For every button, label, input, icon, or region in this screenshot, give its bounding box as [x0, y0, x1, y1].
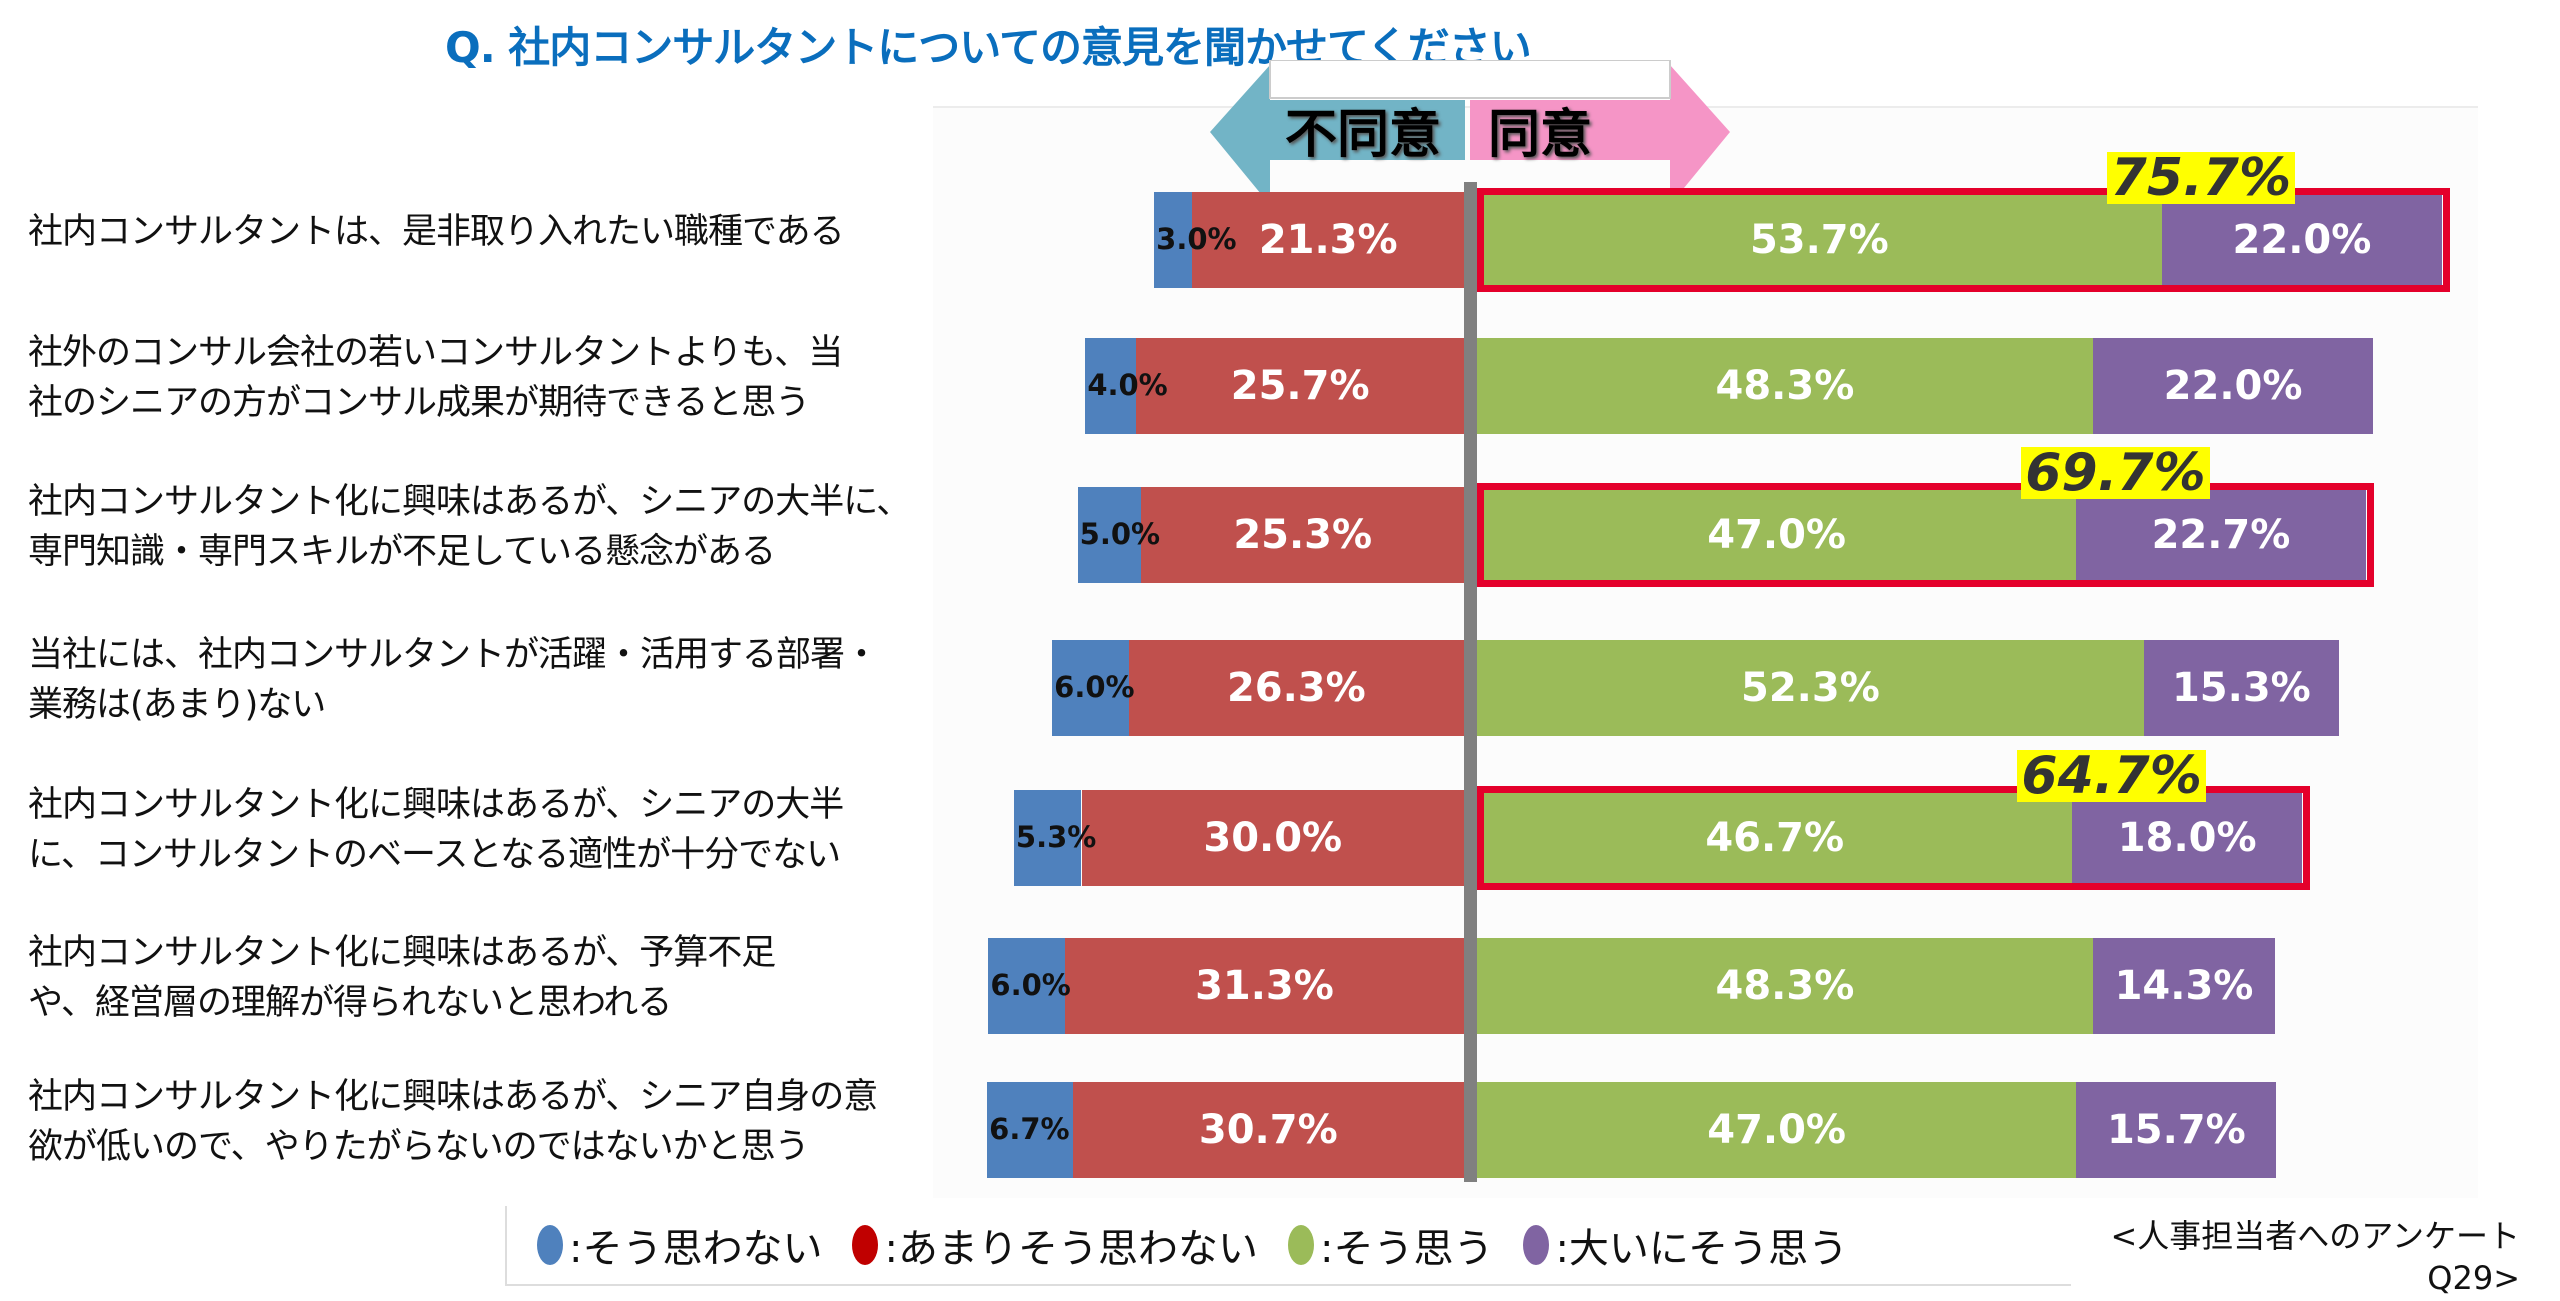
agree-label: 同意 [1488, 105, 1592, 165]
disagree-arrow [1210, 65, 1465, 205]
legend-dot-icon [537, 1225, 563, 1265]
source-note: <人事担当者へのアンケート Q29> [2110, 1217, 2520, 1297]
category-label: 当社には、社内コンサルタントが活躍・活用する部署・ 業務は(あまり)ない [28, 635, 879, 725]
bar-segment-strongly-agree: 15.3% [2143, 640, 2339, 736]
bar-segment-strongly-agree: 22.0% [2092, 338, 2374, 434]
bar-segment-agree: 47.0% [1477, 487, 2077, 583]
bar-segment-somewhat-disagree: 26.3% [1128, 640, 1464, 736]
bar-segment-agree: 48.3% [1477, 338, 2093, 434]
highlight-box [1477, 483, 2374, 587]
bar-segment-strongly-agree: 18.0% [2072, 790, 2302, 886]
data-label-disagree: 6.0% [990, 968, 1071, 1002]
bar-segment-disagree [1085, 338, 1137, 434]
bar-segment-somewhat-disagree: 25.3% [1141, 487, 1464, 583]
bar-segment-somewhat-disagree: 30.0% [1081, 790, 1464, 886]
legend-label: :そう思う [1319, 1226, 1494, 1272]
bar-segment-somewhat-disagree: 21.3% [1192, 192, 1464, 288]
category-label: 社外のコンサル会社の若いコンサルタントよりも、当 社のシニアの方がコンサル成果が… [28, 333, 843, 423]
category-label: 社内コンサルタント化に興味はあるが、シニアの大半 に、コンサルタントのベースとな… [28, 785, 844, 875]
bar-segment-strongly-agree: 15.7% [2076, 1082, 2277, 1178]
legend-item: :大いにそう思う [1523, 1216, 1848, 1274]
legend-label: :大いにそう思う [1555, 1226, 1849, 1272]
bar-segment-agree: 48.3% [1477, 938, 2093, 1034]
bar-segment-disagree [1077, 487, 1142, 583]
category-label: 社内コンサルタント化に興味はあるが、シニアの大半に、 専門知識・専門スキルが不足… [28, 482, 911, 572]
legend-item: :あまりそう思わない [852, 1216, 1258, 1274]
bar-segment-disagree [988, 938, 1065, 1034]
center-axis-line [1464, 182, 1477, 1182]
bar-segment-strongly-agree: 22.0% [2161, 192, 2443, 288]
highlight-total-label: 69.7% [2021, 447, 2210, 499]
category-label: 社内コンサルタント化に興味はあるが、シニア自身の意 欲が低いので、やりたがらない… [28, 1077, 878, 1167]
highlight-box [1477, 188, 2451, 292]
data-label-disagree: 5.3% [1015, 820, 1097, 854]
disagree-label: 不同意 [1285, 105, 1441, 165]
bar-segment-disagree [987, 1082, 1073, 1178]
bar-segment-strongly-agree: 22.7% [2076, 487, 2366, 583]
data-label-disagree: 6.0% [1054, 670, 1135, 704]
data-label-disagree: 4.0% [1087, 368, 1168, 402]
highlight-total-label: 75.7% [2106, 152, 2296, 204]
agree-disagree-header: 不同意 同意 [1210, 60, 1730, 205]
data-label-disagree: 3.0% [1156, 222, 1237, 256]
agree-arrow [1470, 65, 1730, 205]
data-label-disagree: 5.0% [1079, 517, 1161, 551]
highlight-box [1477, 786, 2310, 890]
highlight-total-label: 64.7% [2017, 750, 2206, 802]
legend-dot-icon [1523, 1225, 1550, 1265]
bar-segment-agree: 53.7% [1477, 192, 2162, 288]
legend-dot-icon [1287, 1225, 1314, 1265]
legend-item: :そう思う [1287, 1216, 1494, 1274]
bar-segment-somewhat-disagree: 30.7% [1072, 1082, 1464, 1178]
data-label-disagree: 6.7% [989, 1112, 1070, 1146]
legend-label: :そう思わない [569, 1226, 823, 1272]
category-label: 社内コンサルタントは、是非取り入れたい職種である [28, 212, 845, 252]
bar-segment-somewhat-disagree: 31.3% [1064, 938, 1464, 1034]
bar-segment-disagree [1154, 192, 1193, 288]
legend-dot-icon [852, 1225, 879, 1265]
legend: :そう思わない :あまりそう思わない :そう思う :大いにそう思う [505, 1206, 2071, 1286]
bar-segment-agree: 46.7% [1477, 790, 2073, 886]
legend-label: :あまりそう思わない [884, 1226, 1258, 1272]
bar-segment-agree: 52.3% [1477, 640, 2144, 736]
bar-segment-disagree [1052, 640, 1129, 736]
bar-segment-somewhat-disagree: 25.7% [1136, 338, 1464, 434]
bar-segment-disagree [1013, 790, 1082, 886]
legend-item: :そう思わない [537, 1216, 822, 1274]
bar-segment-strongly-agree: 14.3% [2092, 938, 2276, 1034]
category-label: 社内コンサルタント化に興味はあるが、予算不足 や、経営層の理解が得られないと思わ… [28, 933, 776, 1023]
bar-segment-agree: 47.0% [1477, 1082, 2077, 1178]
